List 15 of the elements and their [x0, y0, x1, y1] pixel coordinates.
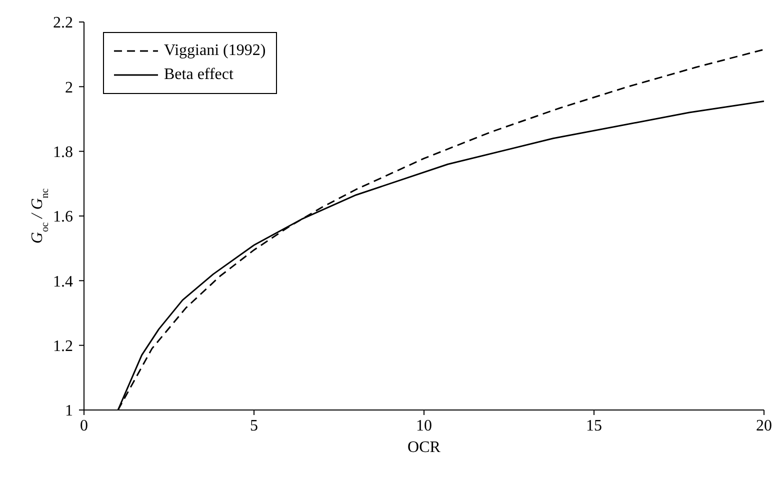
x-tick-label: 10 — [416, 417, 432, 434]
x-tick-label: 0 — [80, 417, 88, 434]
y-tick-label: 1.6 — [53, 208, 73, 226]
legend-label: Viggiani (1992) — [164, 42, 266, 60]
y-tick-label: 2 — [65, 79, 73, 96]
y-tick-label: 2.2 — [53, 14, 73, 32]
y-tick-label: 1.2 — [53, 338, 73, 356]
y-tick-label: 1.4 — [53, 273, 73, 290]
legend-label: Beta effect — [164, 66, 234, 84]
y-tick-label: 1 — [65, 402, 73, 420]
x-tick-label: 5 — [250, 417, 258, 434]
y-tick-label: 1.8 — [53, 144, 73, 162]
x-tick-label: 15 — [586, 417, 602, 434]
x-tick-label: 20 — [756, 417, 772, 434]
x-axis-title: OCR — [408, 439, 441, 456]
